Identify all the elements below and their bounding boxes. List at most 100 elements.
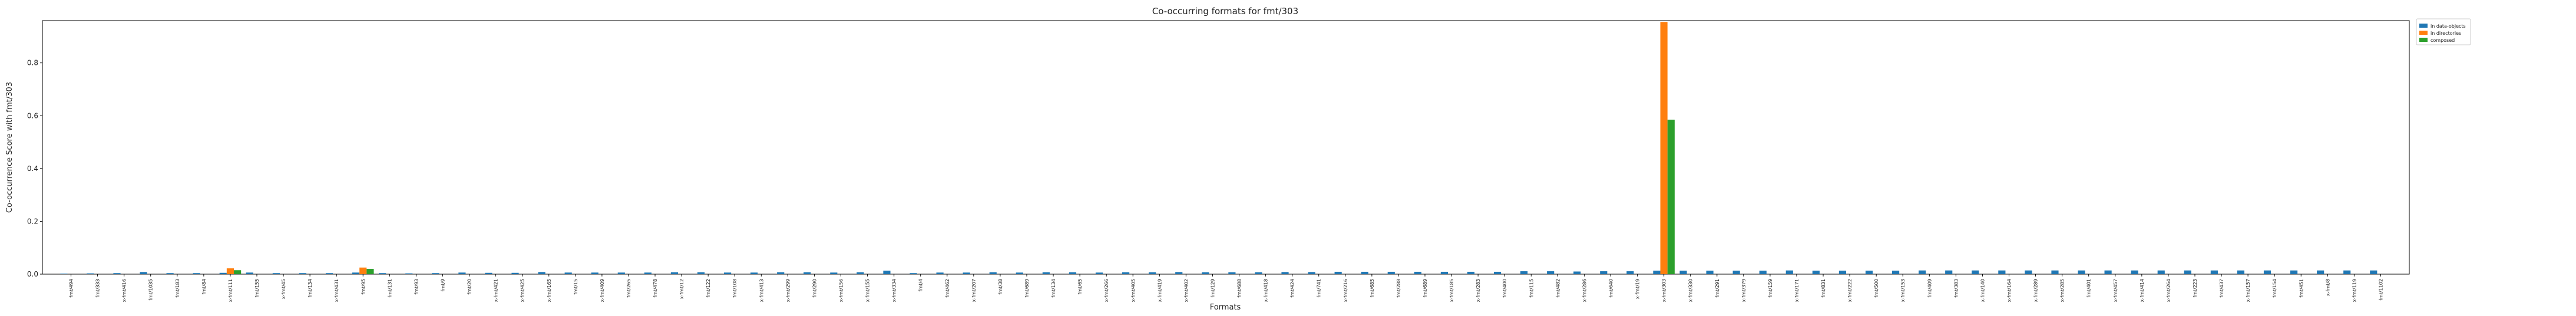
x-tick-label-0: fmt/494 (69, 279, 74, 298)
x-tick-label-65: x-fmt/171 (1794, 279, 1800, 302)
bar-in-data-objects-28 (803, 272, 811, 274)
bar-in-data-objects-40 (1122, 272, 1130, 274)
x-tick-label-85: x-fmt/8 (2325, 279, 2330, 296)
x-tick-label-55: fmt/115 (1529, 279, 1534, 298)
bars-layer (60, 22, 2377, 275)
x-tick-label-81: fmt/437 (2219, 279, 2224, 298)
legend-label-in-directories: in directories (2430, 31, 2461, 36)
x-tick-label-2: x-fmt/416 (122, 279, 127, 302)
bar-in-data-objects-18 (538, 272, 545, 274)
x-tick-label-56: fmt/482 (1555, 279, 1560, 298)
bar-in-data-objects-79 (2157, 270, 2165, 274)
bar-in-data-objects-3 (140, 272, 147, 274)
bar-in-data-objects-74 (2025, 270, 2032, 274)
x-tick-label-13: fmt/93 (414, 279, 419, 295)
x-tick-label-72: x-fmt/140 (1980, 279, 1985, 302)
bar-in-data-objects-52 (1440, 271, 1448, 274)
bar-in-data-objects-37 (1042, 272, 1050, 274)
x-tick-label-45: x-fmt/418 (1264, 279, 1269, 302)
legend-frame (2416, 18, 2471, 45)
bar-composed-6 (234, 270, 242, 274)
x-tick-label-62: fmt/291 (1715, 279, 1720, 298)
bar-in-data-objects-53 (1467, 271, 1475, 274)
x-tick-label-82: x-fmt/157 (2246, 279, 2251, 302)
bar-in-data-objects-59 (1626, 271, 1634, 274)
x-tick-label-48: x-fmt/216 (1343, 279, 1348, 302)
bar-in-data-objects-8 (272, 273, 280, 274)
bar-in-data-objects-9 (299, 273, 307, 274)
x-tick-label-24: fmt/122 (706, 279, 711, 298)
bar-in-data-objects-32 (910, 273, 917, 274)
x-tick-label-37: fmt/134 (1051, 279, 1056, 298)
bar-in-data-objects-64 (1759, 271, 1767, 274)
x-tick-label-87: fmt/1102 (2378, 279, 2383, 301)
legend-swatch-composed (2419, 38, 2428, 42)
bar-in-data-objects-29 (830, 272, 838, 274)
x-tick-label-79: x-fmt/264 (2166, 279, 2171, 302)
bar-in-data-objects-87 (2370, 270, 2377, 274)
x-tick-label-19: fmt/15 (573, 279, 578, 295)
bar-in-data-objects-38 (1069, 272, 1077, 274)
bar-in-data-objects-44 (1228, 272, 1236, 274)
legend: in data-objects in directories composed (2416, 18, 2471, 45)
bar-in-data-objects-82 (2237, 270, 2245, 274)
x-tick-label-34: x-fmt/207 (971, 279, 977, 302)
bar-in-data-objects-86 (2343, 270, 2351, 274)
bar-in-data-objects-49 (1361, 271, 1368, 274)
y-tick-label-1: 0.2 (27, 217, 38, 225)
x-tick-label-84: fmt/451 (2299, 279, 2304, 298)
x-tick-label-61: x-fmt/330 (1688, 279, 1694, 302)
bar-in-data-objects-77 (2104, 270, 2112, 274)
x-tick-label-68: fmt/500 (1874, 279, 1879, 298)
bar-in-data-objects-33 (936, 272, 944, 274)
bar-in-data-objects-14 (432, 273, 439, 274)
x-tick-label-32: fmt/4 (918, 279, 924, 292)
bar-in-data-objects-66 (1812, 271, 1820, 274)
x-tick-label-77: x-fmt/457 (2113, 279, 2118, 302)
bar-in-data-objects-35 (989, 272, 997, 274)
x-tick-label-8: x-fmt/45 (281, 279, 286, 299)
legend-label-in-data-objects: in data-objects (2430, 24, 2466, 29)
x-tick-label-38: fmt/65 (1077, 279, 1083, 295)
bar-in-data-objects-5 (193, 273, 200, 274)
bar-in-data-objects-12 (379, 273, 386, 274)
bar-in-data-objects-78 (2131, 270, 2138, 274)
bar-in-data-objects-72 (1972, 270, 1979, 274)
bar-in-data-objects-21 (617, 272, 625, 274)
bar-in-data-objects-65 (1785, 270, 1793, 274)
x-tick-label-6: x-fmt/111 (228, 279, 233, 302)
x-tick-label-3: fmt/1035 (148, 279, 154, 301)
x-tick-label-59: x-fmt/19 (1635, 279, 1641, 299)
bar-in-data-objects-50 (1387, 271, 1395, 274)
y-tick-label-4: 0.8 (27, 59, 38, 67)
x-tick-label-5: fmt/84 (201, 279, 207, 295)
bar-in-data-objects-56 (1547, 271, 1555, 274)
x-tick-label-71: fmt/383 (1953, 279, 1959, 298)
x-tick-label-83: fmt/154 (2272, 279, 2277, 298)
x-tick-label-10: x-fmt/431 (334, 279, 339, 302)
bar-in-data-objects-67 (1838, 271, 1847, 274)
x-tick-label-73: x-fmt/164 (2007, 279, 2012, 302)
x-tick-label-11: fmt/95 (361, 279, 366, 295)
x-tick-label-4: fmt/183 (175, 279, 180, 298)
bar-in-data-objects-34 (963, 272, 970, 274)
x-tick-label-63: x-fmt/379 (1741, 279, 1747, 302)
bar-in-data-objects-60 (1653, 271, 1661, 274)
bar-in-data-objects-19 (564, 272, 572, 274)
x-tick-label-80: fmt/223 (2193, 279, 2198, 298)
x-tick-label-44: fmt/688 (1237, 279, 1242, 298)
x-tick-label-36: fmt/689 (1024, 279, 1030, 298)
bar-in-data-objects-55 (1520, 271, 1528, 274)
bar-in-data-objects-75 (2051, 270, 2059, 274)
plot-area (42, 20, 2410, 275)
bar-in-data-objects-57 (1573, 271, 1581, 274)
x-tick-label-20: x-fmt/409 (600, 279, 605, 302)
bar-in-data-objects-85 (2317, 270, 2324, 274)
x-tick-label-16: x-fmt/421 (494, 279, 499, 302)
bar-in-data-objects-69 (1892, 271, 1900, 274)
x-tick-label-28: fmt/290 (812, 279, 817, 298)
bar-in-data-objects-76 (2078, 270, 2085, 274)
bar-in-data-objects-51 (1414, 271, 1421, 274)
chart-title: Co-occurring formats for fmt/303 (1152, 6, 1298, 17)
x-tick-label-57: x-fmt/286 (1582, 279, 1587, 302)
